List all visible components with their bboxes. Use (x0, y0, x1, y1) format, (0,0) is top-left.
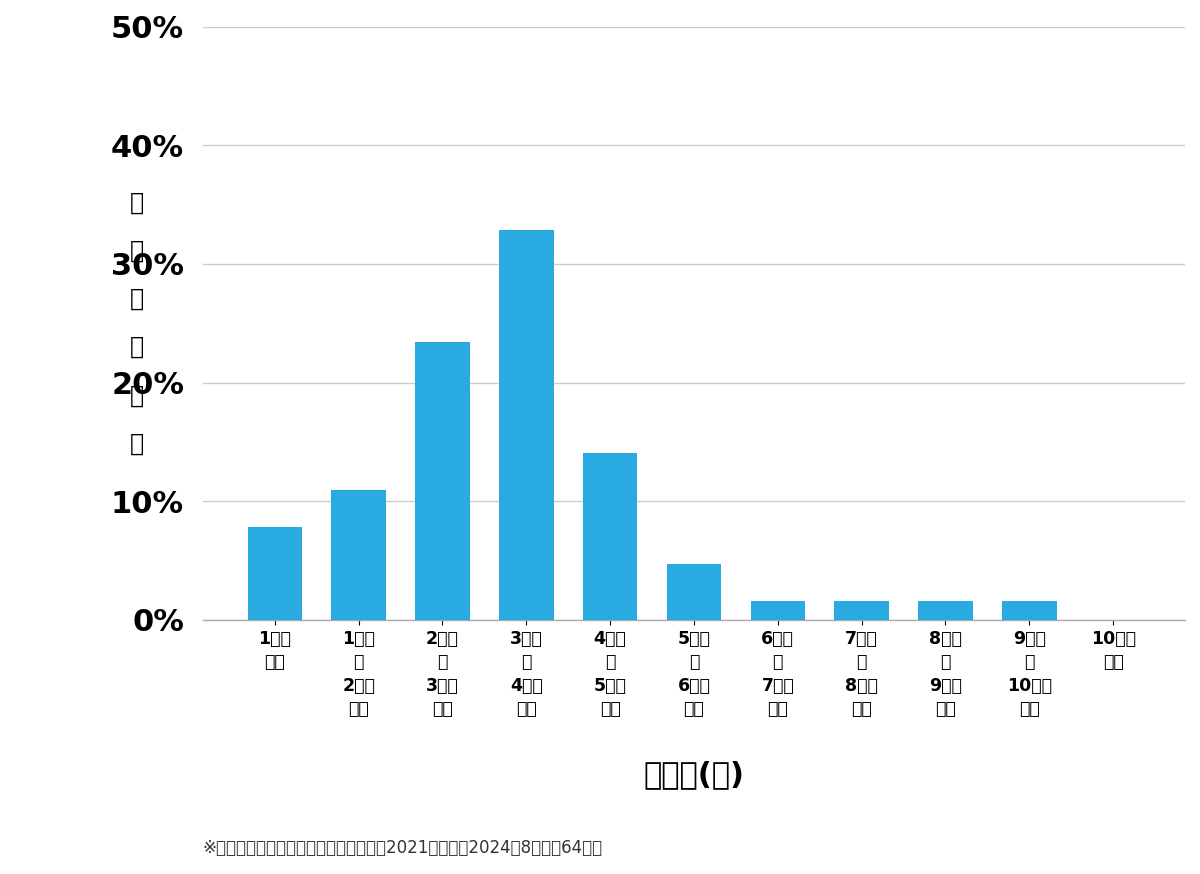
Bar (331, 490, 386, 620)
Text: 価: 価 (130, 191, 144, 215)
Bar (1002, 601, 1056, 620)
Bar (667, 565, 721, 620)
Text: ※弊社受付の案件を対象に集計（期間：2021年１月～2024年8月、袇64件）: ※弊社受付の案件を対象に集計（期間：2021年１月～2024年8月、袇64件） (203, 838, 604, 857)
Text: 格: 格 (130, 239, 144, 263)
Bar (415, 342, 469, 620)
X-axis label: 価格帯(円): 価格帯(円) (643, 760, 744, 789)
Text: 合: 合 (130, 432, 144, 455)
Text: 帯: 帯 (130, 288, 144, 311)
Text: 割: 割 (130, 384, 144, 407)
Bar (834, 601, 889, 620)
Bar (583, 453, 637, 620)
Text: の: の (130, 336, 144, 359)
Bar (918, 601, 973, 620)
Bar (499, 231, 553, 620)
Bar (750, 601, 805, 620)
Bar (247, 527, 302, 620)
